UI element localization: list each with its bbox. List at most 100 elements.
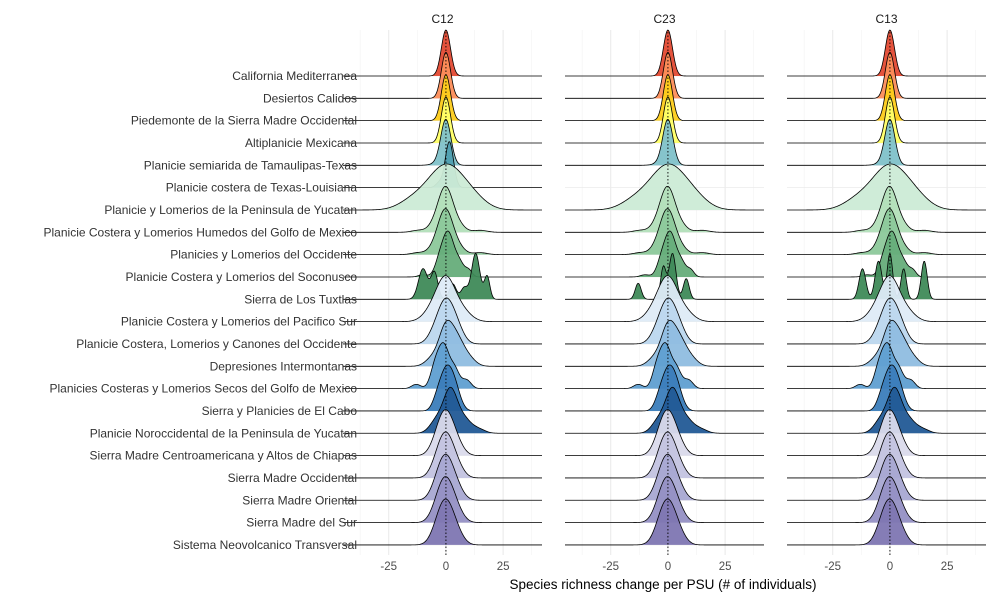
ridge-california-mediterranea-c13-line <box>787 29 986 77</box>
ridge-planicie-costera-y-lomerios-del-pacifico-sur-c23-fill <box>565 275 764 322</box>
ridge-sierra-madre-centroamericana-y-altos-de-chiapas-c12-line <box>343 409 542 457</box>
ridge-desiertos-calidos-c23-fill <box>565 52 764 99</box>
region-label-sierra-madre-del-sur: Sierra Madre del Sur <box>246 516 357 530</box>
ridge-planicie-costera-y-lomerios-del-pacifico-sur-c12-fill <box>343 275 542 322</box>
ridge-planicie-costera-lomerios-y-canones-del-occidente-c13-fill <box>787 297 986 344</box>
x-tick-label: 25 <box>719 561 732 573</box>
ridge-planicie-semiarida-de-tamaulipas-texas-c13-fill <box>787 119 986 166</box>
ridge-sierra-y-planicies-de-el-cabo-c13-fill <box>787 364 986 411</box>
ridge-altiplanicie-mexicana-c12-fill <box>343 97 542 143</box>
ridge-sierra-madre-del-sur-c12-fill <box>343 476 542 523</box>
ridge-sierra-madre-del-sur-c13-line <box>787 476 986 523</box>
ridge-sistema-neovolcanico-transversal-c13-line <box>787 498 986 546</box>
ridge-sierra-madre-centroamericana-y-altos-de-chiapas-c13-line <box>787 409 986 457</box>
ridge-sierra-madre-del-sur-c12-line <box>343 476 542 523</box>
x-tick-label: -25 <box>602 561 619 573</box>
ridge-planicie-semiarida-de-tamaulipas-texas-c23-line <box>565 118 764 166</box>
ridge-sierra-madre-occidental-c23-line <box>565 431 764 479</box>
ridge-planicie-y-lomerios-de-la-peninsula-de-yucatan-c23-fill <box>565 163 764 210</box>
x-tick-label: 0 <box>443 561 449 573</box>
ridge-sierra-y-planicies-de-el-cabo-c23-line <box>565 364 764 412</box>
ridge-planicie-costera-y-lomerios-humedos-del-golfo-de-mexico-c12-line <box>343 185 542 233</box>
ridge-desiertos-calidos-c23-line <box>565 51 764 99</box>
ridge-desiertos-calidos-c12-line <box>343 51 542 99</box>
panel-title-c12: C12 <box>431 12 453 26</box>
x-tick-label: 0 <box>665 561 671 573</box>
ridge-planicie-noroccidental-de-la-peninsula-de-yucatan-c12-line <box>343 386 542 434</box>
ridge-planicie-costera-lomerios-y-canones-del-occidente-c23-line <box>565 297 764 345</box>
region-label-planicie-costera-y-lomerios-del-pacifico-sur: Planicie Costera y Lomerios del Pacifico… <box>121 315 357 329</box>
ridge-california-mediterranea-c13-fill <box>787 30 986 76</box>
ridge-sierra-madre-oriental-c23-fill <box>565 454 764 501</box>
ridge-california-mediterranea-c23-line <box>565 29 764 77</box>
panel-title-c13: C13 <box>875 12 897 26</box>
ridge-desiertos-calidos-c12-fill <box>343 52 542 99</box>
ridge-planicie-costera-y-lomerios-humedos-del-golfo-de-mexico-c23-fill <box>565 186 764 233</box>
ridge-depresiones-intermontanas-c13-line <box>787 319 986 367</box>
ridge-piedemonte-de-la-sierra-madre-occidental-c12-line <box>343 74 542 122</box>
ridge-piedemonte-de-la-sierra-madre-occidental-c13-line <box>787 74 986 122</box>
labels-layer: -25 0 25 C12 -25 0 25 C23 -25 0 25 C13 California Me… <box>44 12 954 573</box>
ridge-sistema-neovolcanico-transversal-c23-line <box>565 498 764 546</box>
region-label-planicies-costeras-y-lomerios-secos-del-golfo-de-mexico: Planicies Costeras y Lomerios Secos del … <box>50 382 358 396</box>
ridge-altiplanicie-mexicana-c12-line <box>343 96 542 144</box>
ridge-planicies-costeras-y-lomerios-secos-del-golfo-de-mexico-c23-fill <box>565 342 764 389</box>
ridge-sierra-de-los-tuxtlas-c13-line <box>787 252 986 300</box>
ridge-sierra-y-planicies-de-el-cabo-c23-fill <box>565 364 764 411</box>
ridge-sierra-de-los-tuxtlas-c23-fill <box>565 253 764 300</box>
ridge-planicie-costera-y-lomerios-humedos-del-golfo-de-mexico-c13-line <box>787 185 986 233</box>
ridge-planicies-y-lomerios-del-occidente-c12-line <box>343 208 542 256</box>
ridge-planicie-noroccidental-de-la-peninsula-de-yucatan-c23-fill <box>565 387 764 434</box>
ridge-planicie-semiarida-de-tamaulipas-texas-c13-line <box>787 118 986 166</box>
ridge-planicies-y-lomerios-del-occidente-c12-fill <box>343 208 542 255</box>
ridge-planicie-costera-y-lomerios-humedos-del-golfo-de-mexico-c13-fill <box>787 186 986 233</box>
ridge-sierra-madre-oriental-c13-line <box>787 453 986 501</box>
ridge-planicie-costera-lomerios-y-canones-del-occidente-c23-fill <box>565 297 764 344</box>
ridge-planicie-noroccidental-de-la-peninsula-de-yucatan-c23-line <box>565 386 764 434</box>
ridge-sierra-madre-del-sur-c23-fill <box>565 476 764 523</box>
x-tick-label: -25 <box>824 561 841 573</box>
ridges-layer <box>343 29 986 546</box>
ridge-desiertos-calidos-c13-fill <box>787 52 986 99</box>
region-label-piedemonte-de-la-sierra-madre-occidental: Piedemonte de la Sierra Madre Occidental <box>131 114 357 128</box>
ridge-piedemonte-de-la-sierra-madre-occidental-c12-fill <box>343 74 542 121</box>
ridge-sierra-madre-del-sur-c13-fill <box>787 476 986 523</box>
region-label-planicie-costera-de-texas-louisiana: Planicie costera de Texas-Louisiana <box>166 181 358 195</box>
x-tick-label: -25 <box>380 561 397 573</box>
ridge-planicie-costera-y-lomerios-del-soconusco-c23-fill <box>565 231 764 277</box>
region-label-desiertos-calidos: Desiertos Calidos <box>263 91 357 105</box>
x-tick-label: 25 <box>497 561 510 573</box>
region-label-planicie-costera-y-lomerios-humedos-del-golfo-de-mexico: Planicie Costera y Lomerios Humedos del … <box>44 225 358 239</box>
ridge-planicies-y-lomerios-del-occidente-c23-line <box>565 208 764 256</box>
ridge-planicie-costera-lomerios-y-canones-del-occidente-c13-line <box>787 297 986 345</box>
ridge-sierra-de-los-tuxtlas-c23-line <box>565 253 764 300</box>
ridge-planicie-noroccidental-de-la-peninsula-de-yucatan-c13-fill <box>787 387 986 434</box>
ridge-planicies-costeras-y-lomerios-secos-del-golfo-de-mexico-c12-fill <box>343 342 542 389</box>
ridge-sierra-y-planicies-de-el-cabo-c12-fill <box>343 364 542 411</box>
region-label-planicie-costera-lomerios-y-canones-del-occidente: Planicie Costera, Lomerios y Canones del… <box>76 337 357 351</box>
x-tick-label: 25 <box>941 561 954 573</box>
ridge-planicie-costera-y-lomerios-del-soconusco-c13-fill <box>787 231 986 277</box>
x-axis-title: Species richness change per PSU (# of in… <box>510 577 817 592</box>
region-label-planicie-y-lomerios-de-la-peninsula-de-yucatan: Planicie y Lomerios de la Peninsula de Y… <box>104 203 357 217</box>
ridge-sierra-madre-centroamericana-y-altos-de-chiapas-c23-fill <box>565 409 764 456</box>
ridge-piedemonte-de-la-sierra-madre-occidental-c23-line <box>565 74 764 122</box>
ridge-sierra-madre-occidental-c12-fill <box>343 431 542 478</box>
ridge-sierra-madre-oriental-c12-fill <box>343 454 542 501</box>
region-label-sierra-madre-centroamericana-y-altos-de-chiapas: Sierra Madre Centroamericana y Altos de … <box>90 449 357 463</box>
region-label-sierra-de-los-tuxtlas: Sierra de Los Tuxtlas <box>244 292 357 306</box>
ridge-sierra-madre-oriental-c13-fill <box>787 454 986 501</box>
region-label-altiplanicie-mexicana: Altiplanicie Mexicana <box>245 136 357 150</box>
region-label-planicie-noroccidental-de-la-peninsula-de-yucatan: Planicie Noroccidental de la Peninsula d… <box>90 426 357 440</box>
ridge-planicie-noroccidental-de-la-peninsula-de-yucatan-c13-line <box>787 386 986 434</box>
ridge-sierra-y-planicies-de-el-cabo-c13-line <box>787 364 986 412</box>
ridge-planicie-costera-y-lomerios-del-pacifico-sur-c23-line <box>565 275 764 323</box>
ridge-planicies-costeras-y-lomerios-secos-del-golfo-de-mexico-c13-fill <box>787 342 986 389</box>
ridge-depresiones-intermontanas-c12-line <box>343 319 542 367</box>
ridge-planicies-y-lomerios-del-occidente-c13-fill <box>787 208 986 255</box>
ridge-planicies-costeras-y-lomerios-secos-del-golfo-de-mexico-c12-line <box>343 342 542 390</box>
ridge-altiplanicie-mexicana-c13-line <box>787 96 986 144</box>
ridge-sierra-madre-oriental-c23-line <box>565 453 764 501</box>
ridge-planicie-costera-y-lomerios-humedos-del-golfo-de-mexico-c23-line <box>565 185 764 233</box>
